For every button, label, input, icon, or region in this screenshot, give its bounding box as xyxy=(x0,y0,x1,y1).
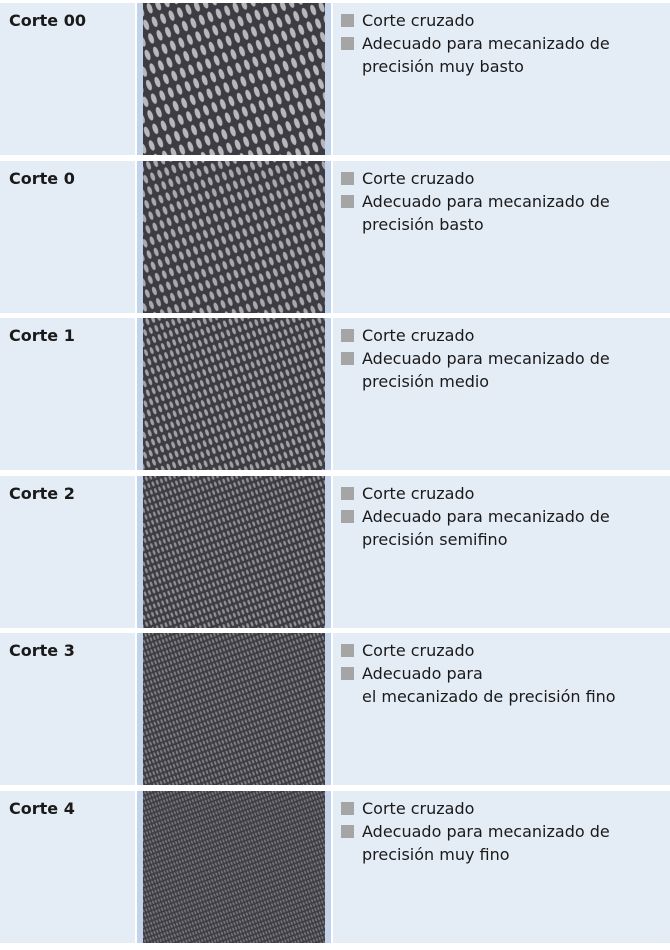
table-row: Corte 3 Corte cruzado Adecuado para el mec… xyxy=(0,633,670,785)
bullet-text: precisión basto xyxy=(362,214,484,234)
bullet-text: Corte cruzado xyxy=(362,326,475,345)
texture-image xyxy=(143,790,325,943)
bullet-text: Adecuado para mecanizado de xyxy=(362,506,610,526)
row-label: Corte 1 xyxy=(9,326,75,345)
bullet xyxy=(341,509,354,523)
texture-image xyxy=(143,475,325,628)
bullet-text: Corte cruzado xyxy=(362,798,475,818)
label-cell: Corte 00 xyxy=(0,3,135,155)
texture-image xyxy=(143,318,325,470)
bullet-text: precisión muy fino xyxy=(362,844,510,864)
bullet-text: Corte cruzado xyxy=(362,483,475,503)
label-cell: Corte 0 xyxy=(0,160,135,313)
label-cell: Corte 2 xyxy=(0,475,135,628)
image-cell xyxy=(137,633,331,785)
text-cell: Corte cruzado Adecuado para mecanizado de… xyxy=(333,318,670,470)
bullet xyxy=(341,824,354,838)
text-cell: Corte cruzado Adecuado para mecanizado de… xyxy=(333,790,670,943)
text-cell: Corte cruzado Adecuado para mecanizado de… xyxy=(333,475,670,628)
bullet-text: precisión muy basto xyxy=(362,57,524,76)
texture-image xyxy=(143,633,325,785)
bullet-text: precisión medio xyxy=(362,372,490,391)
bullet xyxy=(341,352,354,365)
bullet xyxy=(341,194,354,208)
label-cell: Corte 1 xyxy=(0,318,135,470)
bullet-text: Adecuado para xyxy=(362,664,483,683)
texture-image xyxy=(143,3,325,155)
table-row: Corte 1 Corte cruzado Adecuado para mecan… xyxy=(0,318,670,470)
bullet-text: Adecuado para mecanizado de xyxy=(362,34,610,53)
image-cell xyxy=(137,160,331,313)
bullet xyxy=(341,644,354,657)
bullet xyxy=(341,801,354,815)
image-cell xyxy=(137,318,331,470)
image-cell xyxy=(137,475,331,628)
table-row: Corte 0 Corte cruzado Adecuado para mecan… xyxy=(0,160,670,313)
bullet-text: Corte cruzado xyxy=(362,168,475,188)
bullet-text: el mecanizado de precisión fino xyxy=(362,687,616,706)
label-cell: Corte 4 xyxy=(0,790,135,943)
text-cell: Corte cruzado Adecuado para mecanizado de… xyxy=(333,3,670,155)
bullet xyxy=(341,329,354,342)
row-label: Corte 00 xyxy=(9,11,86,30)
table-row: Corte 00 Corte cruzado Adecuado para meca… xyxy=(0,3,670,155)
bullet xyxy=(341,37,354,50)
bullet-text: Adecuado para mecanizado de xyxy=(362,821,610,841)
row-label: Corte 4 xyxy=(9,798,75,818)
text-cell: Corte cruzado Adecuado para mecanizado de… xyxy=(333,160,670,313)
table-row: Corte 4 Corte cruzado Adecuado para mecan… xyxy=(0,790,670,943)
row-label: Corte 3 xyxy=(9,641,75,660)
bullet xyxy=(341,486,354,500)
text-cell: Corte cruzado Adecuado para el mecanizado … xyxy=(333,633,670,785)
bullet-text: Corte cruzado xyxy=(362,641,475,660)
texture-image xyxy=(143,160,325,313)
bullet xyxy=(341,14,354,27)
table-row: Corte 2 Corte cruzado Adecuado para mecan… xyxy=(0,475,670,628)
label-cell: Corte 3 xyxy=(0,633,135,785)
image-cell xyxy=(137,790,331,943)
bullet-text: precisión semifino xyxy=(362,529,508,549)
row-label: Corte 2 xyxy=(9,483,75,503)
bullet xyxy=(341,171,354,185)
bullet-text: Adecuado para mecanizado de xyxy=(362,191,610,211)
bullet-text: Adecuado para mecanizado de xyxy=(362,349,610,368)
image-cell xyxy=(137,3,331,155)
bullet-text: Corte cruzado xyxy=(362,11,475,30)
bullet xyxy=(341,667,354,680)
row-label: Corte 0 xyxy=(9,168,75,188)
